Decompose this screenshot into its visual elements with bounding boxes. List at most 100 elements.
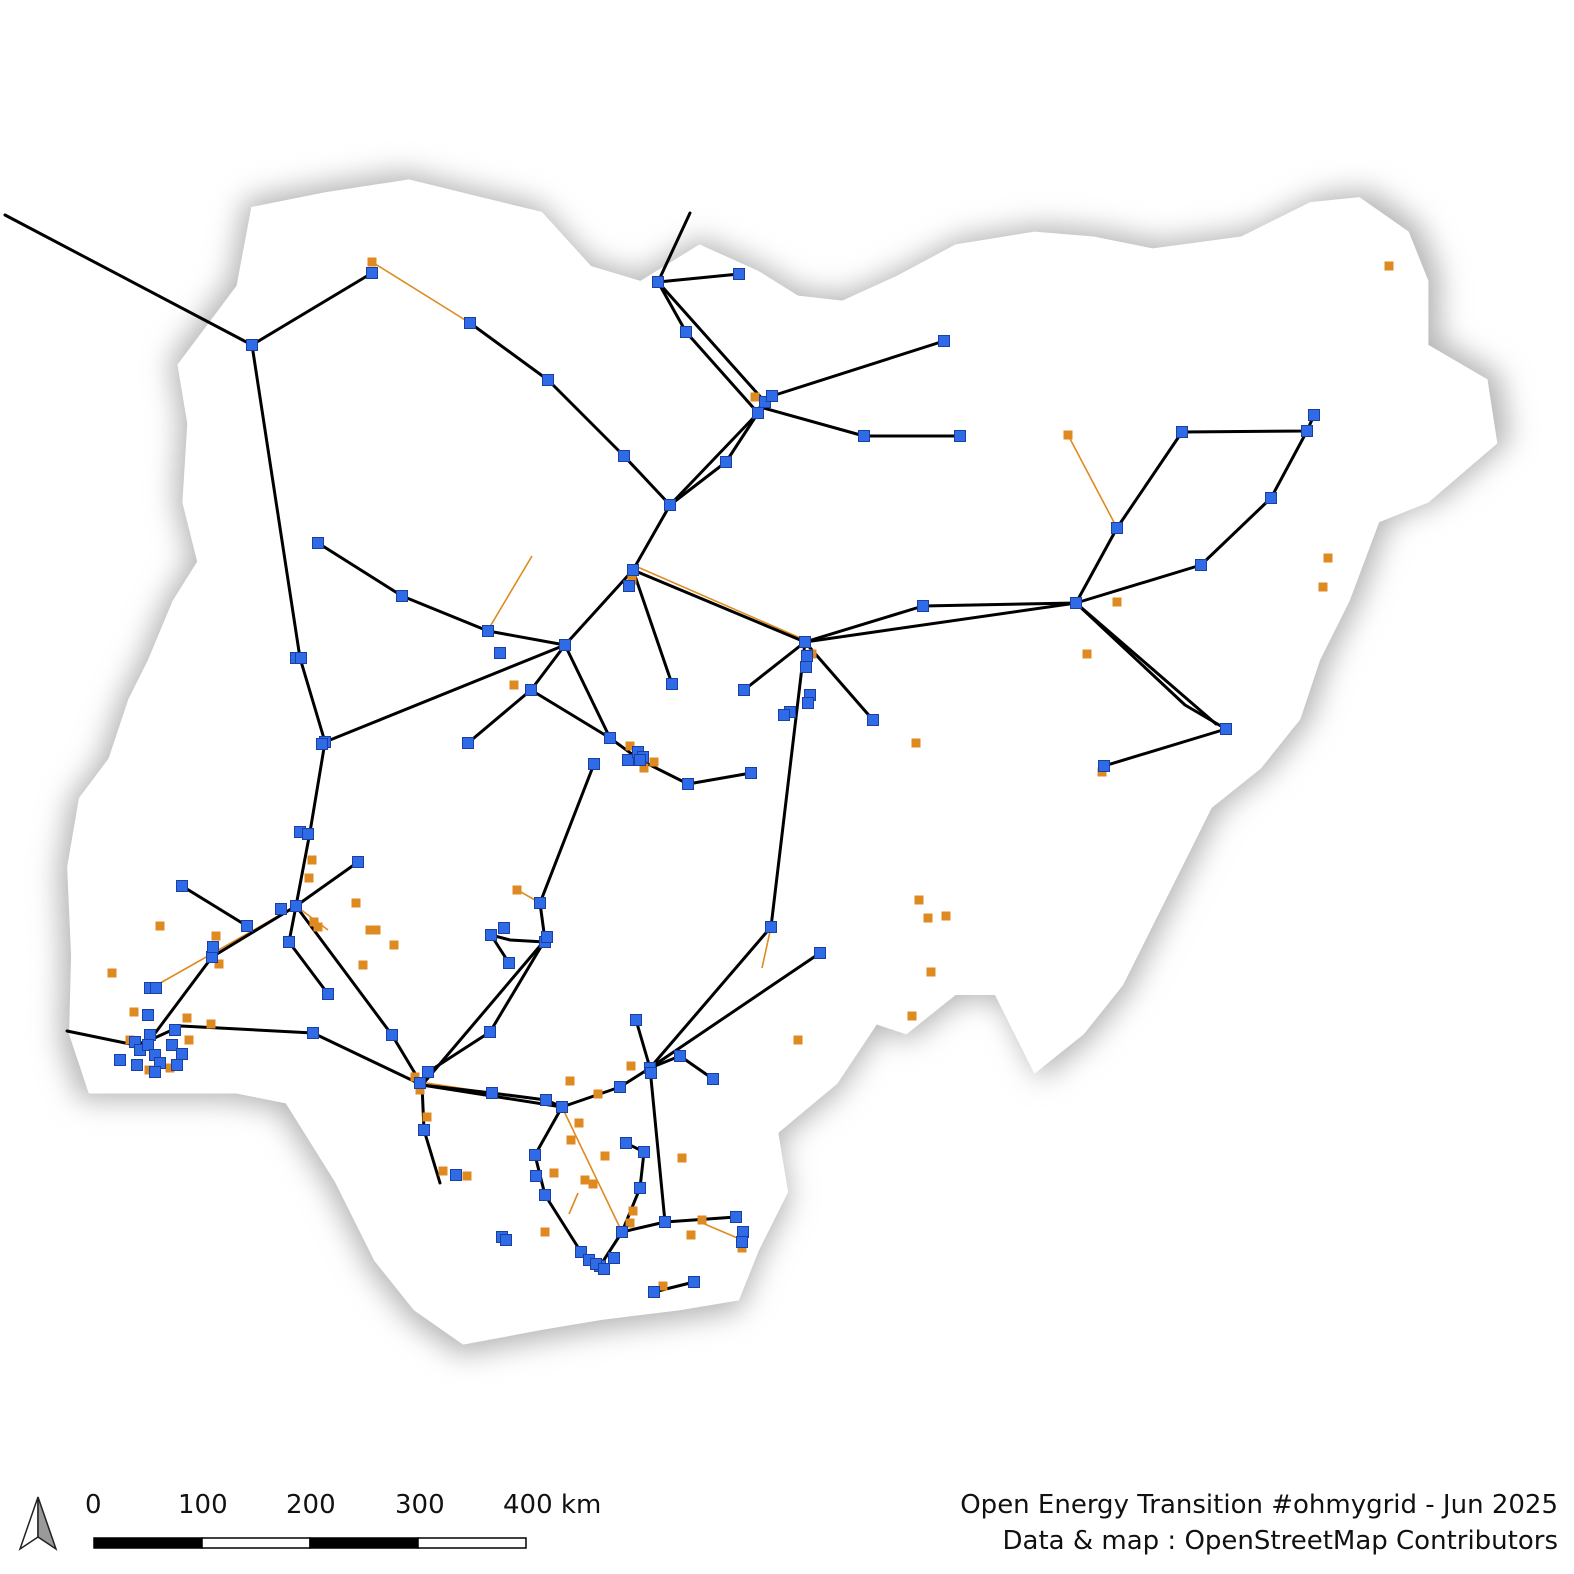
major-substation-marker [674,1050,686,1062]
scale-label-200: 200 [286,1490,336,1520]
transmission-line [656,272,741,284]
major-substation-marker [1220,723,1232,735]
major-substation-marker [664,499,676,511]
major-substation-marker [801,650,813,662]
scale-segment [417,1537,527,1549]
transmission-line [316,541,567,647]
scale-label-400: 400 km [503,1490,602,1520]
major-substation-marker [736,1236,748,1248]
major-substation-marker [614,1081,626,1093]
minor-substation-marker [304,873,314,883]
scale-segment [309,1537,419,1549]
major-substation-marker [525,684,537,696]
major-substation-marker [396,590,408,602]
minor-substation-marker [214,959,224,969]
major-substation-marker [114,1054,126,1066]
major-substation-marker [307,1027,319,1039]
major-substation-marker [634,754,646,766]
north-arrow-icon [18,1496,58,1551]
major-substation-marker [707,1073,719,1085]
major-substation-marker [1195,559,1207,571]
major-substation-marker [616,1226,628,1238]
major-substation-marker [302,828,314,840]
major-substation-marker [802,697,814,709]
minor-line [371,261,471,324]
minor-substation-marker [628,1206,638,1216]
transmission-line [180,884,249,928]
major-substation-marker [418,1124,430,1136]
major-substation-marker [688,1276,700,1288]
transmission-line [1074,601,1218,726]
transmission-line [656,280,767,404]
minor-substation-marker [593,1089,603,1099]
minor-substation-marker [914,895,924,905]
minor-substation-marker [313,922,323,932]
minor-substation-marker [540,1227,550,1237]
major-substation-marker [422,1066,434,1078]
minor-substation-marker [1082,649,1092,659]
major-substation-marker [800,661,812,673]
major-substation-marker [482,625,494,637]
major-substation-marker [738,684,750,696]
major-substation-marker [541,931,553,943]
scale-segment [93,1537,203,1549]
major-substation-marker [530,1170,542,1182]
major-substation-marker [206,951,218,963]
transmission-line [803,601,1078,644]
minor-substation-marker [358,960,368,970]
minor-substation-marker [1318,582,1328,592]
minor-line [561,1106,623,1233]
minor-substation-marker [574,1118,584,1128]
minor-substation-marker [1323,553,1333,563]
major-substation-marker [486,1087,498,1099]
transmission-line [287,940,330,996]
major-substation-marker [386,1029,398,1041]
major-substation-marker [462,737,474,749]
major-substation-marker [638,1146,650,1158]
major-substation-marker [745,767,757,779]
major-substation-marker [322,988,334,1000]
major-substation-marker [618,450,630,462]
transmission-line [648,951,822,1070]
major-substation-marker [171,1059,183,1071]
major-substation-marker [623,580,635,592]
minor-substation-marker [365,925,375,935]
major-substation-marker [207,941,219,953]
major-substation-marker [799,636,811,648]
major-substation-marker [1301,425,1313,437]
major-substation-marker [149,1066,161,1078]
minor-substation-marker [1112,597,1122,607]
transmission-line [634,1018,652,1070]
major-substation-marker [608,1252,620,1264]
major-substation-marker [604,732,616,744]
major-substation-marker [814,947,826,959]
minor-substation-marker [658,1281,668,1291]
major-substation-marker [484,1026,496,1038]
minor-substation-marker [923,913,933,923]
major-substation-marker [588,758,600,770]
minor-substation-marker [588,1179,598,1189]
minor-substation-marker [155,921,165,931]
transmission-line [742,640,807,692]
major-substation-marker [680,326,692,338]
major-substation-marker [559,639,571,651]
country-outline [58,172,1510,1355]
minor-line [568,1192,579,1215]
major-substation-marker [542,374,554,386]
minor-substation-marker [625,741,635,751]
major-substation-marker [166,1039,178,1051]
scale-label-0: 0 [85,1490,102,1520]
major-substation-marker [241,920,253,932]
minor-substation-marker [750,392,760,402]
scale-label-100: 100 [178,1490,228,1520]
minor-substation-marker [367,257,377,267]
minor-substation-marker [462,1171,472,1181]
minor-substation-marker [549,1168,559,1178]
major-substation-marker [737,1226,749,1238]
transmission-line [1074,601,1228,768]
minor-substation-marker [600,1151,610,1161]
minor-substation-marker [206,1019,216,1029]
major-substation-marker [575,1246,587,1258]
major-substation-marker [954,430,966,442]
major-substation-marker [867,714,879,726]
